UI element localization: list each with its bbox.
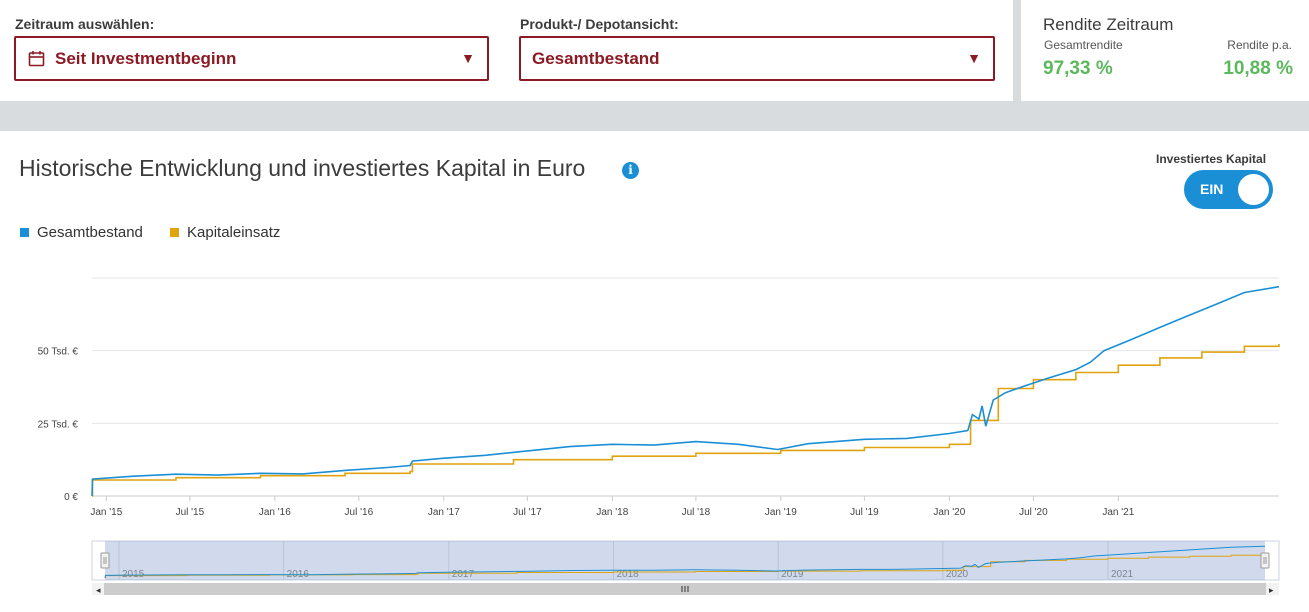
legend-swatch xyxy=(170,228,179,237)
series-line-kapitaleinsatz xyxy=(91,344,1280,497)
x-tick-label: Jan '20 xyxy=(933,507,965,518)
rendite-pa-label: Rendite p.a. xyxy=(1227,38,1292,52)
zeitraum-value: Seit Investmentbeginn xyxy=(55,48,237,68)
x-tick-label: Jan '15 xyxy=(90,507,122,518)
x-tick-label: Jul '18 xyxy=(682,507,711,518)
scroll-left-arrow[interactable]: ◂ xyxy=(96,585,101,595)
x-tick-label: Jan '17 xyxy=(428,507,460,518)
x-tick-label: Jul '16 xyxy=(345,507,374,518)
x-tick-label: Jan '16 xyxy=(259,507,291,518)
navigator-year-label: 2016 xyxy=(287,569,310,580)
divider xyxy=(1013,0,1021,101)
navigator-year-label: 2018 xyxy=(616,569,639,580)
legend-gesamtbestand[interactable]: Gesamtbestand xyxy=(20,224,143,241)
navigator-year-label: 2019 xyxy=(781,569,804,580)
chevron-down-icon: ▼ xyxy=(967,50,981,66)
rendite-pa-value: 10,88 % xyxy=(1223,58,1293,79)
gesamtrendite-value: 97,33 % xyxy=(1043,58,1113,79)
produkt-select[interactable]: Gesamtbestand ▼ xyxy=(519,36,995,81)
navigator-line-gesamtbestand xyxy=(104,545,1266,579)
x-tick-label: Jan '19 xyxy=(765,507,797,518)
calendar-icon xyxy=(28,51,45,67)
chart-title: Historische Entwicklung und investiertes… xyxy=(19,155,586,181)
y-tick-label: 0 € xyxy=(64,492,78,503)
info-icon[interactable]: i xyxy=(622,162,639,179)
navigator-handle-right[interactable] xyxy=(1260,552,1270,569)
x-tick-label: Jul '19 xyxy=(850,507,879,518)
x-tick-label: Jul '15 xyxy=(176,507,205,518)
filter-bar: Zeitraum auswählen: Seit Investmentbegin… xyxy=(0,0,1309,101)
chevron-down-icon: ▼ xyxy=(461,50,475,66)
produkt-value: Gesamtbestand xyxy=(532,48,660,68)
navigator-track xyxy=(91,540,1280,581)
navigator-line-kapitaleinsatz xyxy=(105,554,1266,579)
zeitraum-select[interactable]: Seit Investmentbeginn ▼ xyxy=(14,36,489,81)
navigator-year-label: 2017 xyxy=(452,569,475,580)
scrollbar-thumb[interactable] xyxy=(104,583,1266,595)
legend-label: Gesamtbestand xyxy=(37,224,143,241)
rendite-title: Rendite Zeitraum xyxy=(1043,15,1174,34)
legend-kapitaleinsatz[interactable]: Kapitaleinsatz xyxy=(170,224,280,241)
kapital-toggle[interactable]: EIN xyxy=(1184,170,1273,209)
y-tick-label: 25 Tsd. € xyxy=(38,419,79,430)
navigator-year-label: 2020 xyxy=(946,569,969,580)
x-tick-label: Jul '17 xyxy=(513,507,542,518)
scroll-right-arrow[interactable]: ▸ xyxy=(1269,585,1274,595)
toggle-label: Investiertes Kapital xyxy=(1156,152,1267,166)
toggle-state: EIN xyxy=(1200,181,1224,197)
scrollbar-track xyxy=(92,583,1279,595)
gesamtrendite-label: Gesamtrendite xyxy=(1044,38,1123,52)
series-line-gesamtbestand xyxy=(91,285,1280,497)
divider xyxy=(0,101,1309,131)
toggle-knob xyxy=(1238,174,1269,205)
navigator-year-label: 2015 xyxy=(122,569,145,580)
navigator-handle-left[interactable] xyxy=(100,552,110,569)
zeitraum-label: Zeitraum auswählen: xyxy=(15,16,155,32)
x-tick-label: Jan '21 xyxy=(1102,507,1134,518)
navigator-mask xyxy=(105,541,1265,580)
legend-swatch xyxy=(20,228,29,237)
x-tick-label: Jul '20 xyxy=(1019,507,1048,518)
legend-label: Kapitaleinsatz xyxy=(187,224,281,241)
y-tick-label: 50 Tsd. € xyxy=(38,347,79,358)
produkt-label: Produkt-/ Depotansicht: xyxy=(520,16,679,32)
navigator-year-label: 2021 xyxy=(1111,569,1134,580)
x-tick-label: Jan '18 xyxy=(596,507,628,518)
